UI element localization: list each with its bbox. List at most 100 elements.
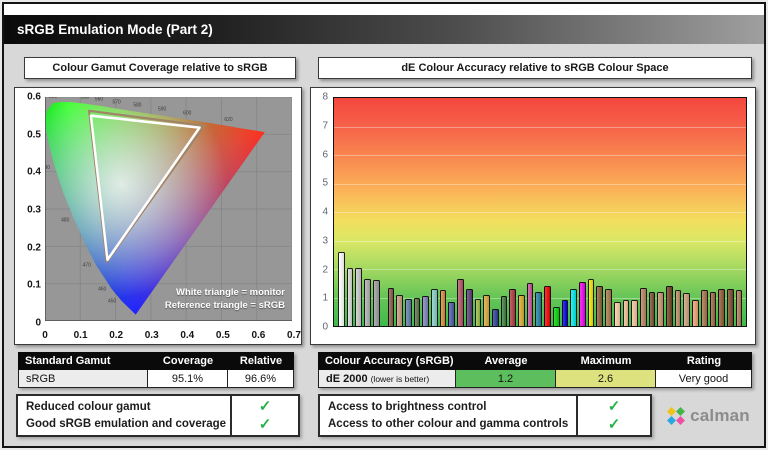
de-bar bbox=[500, 296, 508, 326]
calman-logo-icon bbox=[667, 407, 686, 425]
accuracy-chart-header-label: dE Colour Accuracy relative to sRGB Colo… bbox=[401, 62, 669, 74]
de-bar bbox=[474, 298, 482, 326]
de-bar bbox=[578, 281, 586, 326]
table-row: sRGB 95.1% 96.6% bbox=[18, 370, 294, 388]
svg-text:530: 530 bbox=[59, 97, 67, 99]
controls-checklist: Access to brightness control Access to o… bbox=[318, 394, 652, 437]
de-bar bbox=[666, 286, 673, 326]
de-bar bbox=[613, 301, 621, 326]
de-y-tick: 6 bbox=[322, 149, 328, 160]
wavelength-labels: 520530540 550 560 570 580 590 600 620 490 480 470 4… bbox=[45, 97, 233, 304]
gamut-chart-header-label: Colour Gamut Coverage relative to sRGB bbox=[52, 62, 268, 74]
cie-y-tick: 0.6 bbox=[27, 91, 41, 103]
col-rating: Rating bbox=[686, 355, 722, 367]
cie-y-tick: 0.5 bbox=[27, 129, 41, 141]
cie-y-tick: 0.1 bbox=[27, 279, 41, 291]
svg-text:560: 560 bbox=[95, 97, 103, 102]
svg-text:620: 620 bbox=[224, 117, 232, 123]
svg-text:590: 590 bbox=[158, 106, 166, 112]
gamut-table-header: Standard Gamut Coverage Relative bbox=[18, 352, 294, 370]
cie-x-tick: 0.7 bbox=[287, 330, 301, 341]
svg-text:480: 480 bbox=[61, 218, 69, 224]
de-bar bbox=[518, 294, 525, 326]
gamut-chart-header: Colour Gamut Coverage relative to sRGB bbox=[24, 57, 296, 79]
accuracy-chart-header: dE Colour Accuracy relative to sRGB Colo… bbox=[318, 57, 752, 79]
de-y-tick: 7 bbox=[322, 120, 328, 132]
de-bar bbox=[422, 296, 430, 326]
svg-text:490: 490 bbox=[45, 165, 50, 171]
accuracy-table: Colour Accuracy (sRGB) Average Maximum R… bbox=[318, 352, 752, 388]
checklist-item-good-emulation: Good sRGB emulation and coverage bbox=[26, 418, 227, 431]
de-bar bbox=[404, 298, 412, 326]
de-bar bbox=[491, 308, 499, 326]
legend-reference: Reference triangle = sRGB bbox=[164, 299, 285, 311]
de-bar bbox=[448, 301, 456, 326]
calman-logo: calman bbox=[654, 400, 762, 432]
rating-value: Very good bbox=[656, 370, 752, 388]
maximum-value: 2.6 bbox=[556, 370, 656, 388]
de2000-label: dE 2000 bbox=[326, 372, 368, 385]
de-bar bbox=[692, 300, 699, 326]
cie-x-tick: 0.2 bbox=[109, 330, 124, 341]
de-bar bbox=[509, 288, 517, 326]
cie-x-tick: 0.1 bbox=[73, 330, 88, 341]
de-bar bbox=[396, 294, 403, 326]
checklist-item-brightness: Access to brightness control bbox=[328, 400, 487, 413]
de-bar bbox=[526, 283, 534, 326]
de-gridline bbox=[334, 126, 746, 128]
de-bar bbox=[483, 294, 490, 326]
cie-diagram-svg: 520530540 550 560 570 580 590 600 620 490 480 470 4… bbox=[45, 97, 292, 321]
check-icon: ✓ bbox=[258, 416, 272, 434]
de-bar bbox=[648, 291, 656, 326]
de-y-tick: 4 bbox=[322, 206, 328, 218]
accuracy-table-header: Colour Accuracy (sRGB) Average Maximum R… bbox=[318, 352, 752, 370]
de-bar bbox=[622, 300, 630, 326]
svg-text:600: 600 bbox=[183, 110, 191, 116]
de-bar bbox=[338, 251, 345, 326]
de-bar bbox=[718, 288, 725, 326]
de-bar bbox=[544, 286, 551, 326]
de-bar-chart bbox=[333, 97, 747, 327]
de-bar bbox=[735, 290, 743, 326]
table-row: dE 2000 (lower is better) 1.2 2.6 Very g… bbox=[318, 370, 752, 388]
de-bars bbox=[334, 98, 746, 326]
col-standard-gamut: Standard Gamut bbox=[25, 355, 111, 367]
coverage-value: 95.1% bbox=[148, 370, 228, 388]
cie-x-tick: 0.3 bbox=[144, 330, 159, 341]
de-bar bbox=[561, 300, 569, 326]
de-y-tick: 2 bbox=[322, 264, 328, 275]
de-bar bbox=[631, 300, 638, 326]
de-gridline bbox=[334, 269, 746, 270]
de-bar bbox=[552, 307, 560, 326]
de-y-tick: 3 bbox=[322, 235, 328, 247]
cie-y-tick: 0.3 bbox=[27, 204, 41, 216]
de-bar bbox=[674, 290, 682, 326]
de-gridline bbox=[334, 155, 746, 156]
de-y-tick: 1 bbox=[322, 292, 328, 304]
de-bar bbox=[587, 278, 595, 326]
top-margin-strip bbox=[4, 4, 764, 15]
checklist-item-reduced-gamut: Reduced colour gamut bbox=[26, 400, 151, 413]
svg-text:580: 580 bbox=[133, 103, 141, 109]
svg-text:540: 540 bbox=[69, 97, 77, 99]
page-title: sRGB Emulation Mode (Part 2) bbox=[17, 22, 213, 37]
de-bar bbox=[364, 278, 371, 326]
cie-y-tick: 0.2 bbox=[27, 242, 41, 254]
accuracy-chart-box: 8 7 6 5 4 3 2 1 0 bbox=[310, 87, 756, 345]
de-bar bbox=[346, 267, 354, 326]
cie-x-tick: 0.5 bbox=[215, 330, 230, 341]
checklist-item-other-controls: Access to other colour and gamma control… bbox=[328, 418, 569, 431]
svg-text:520: 520 bbox=[49, 97, 57, 100]
svg-text:570: 570 bbox=[113, 99, 121, 105]
de-bar bbox=[457, 278, 464, 326]
col-maximum: Maximum bbox=[580, 355, 632, 367]
de-bar bbox=[535, 291, 543, 326]
col-coverage: Coverage bbox=[162, 355, 214, 367]
de-bar bbox=[355, 267, 363, 326]
svg-text:550: 550 bbox=[81, 97, 89, 101]
cie-x-tick: 0 bbox=[42, 330, 48, 341]
cie-diagram: 520530540 550 560 570 580 590 600 620 490 480 470 4… bbox=[45, 97, 292, 321]
de-bar bbox=[605, 288, 612, 326]
de-bar bbox=[639, 287, 647, 326]
svg-text:450: 450 bbox=[108, 298, 116, 304]
